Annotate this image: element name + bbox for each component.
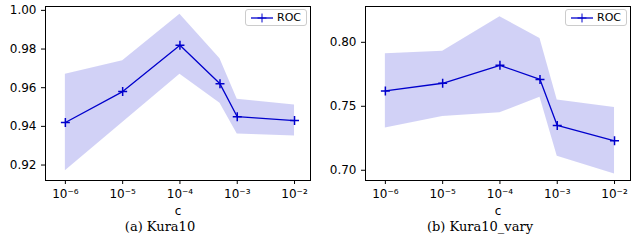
html-text:ROC: ROC — [597, 11, 621, 24]
html-text:(b) Kura10_vary: (b) Kura10_vary — [427, 219, 533, 234]
html-text:ROC: ROC — [277, 11, 301, 24]
svg-text:10⁻⁵: 10⁻⁵ — [109, 187, 136, 201]
svg-text:0.80: 0.80 — [330, 35, 357, 49]
svg-text:10⁻²: 10⁻² — [601, 187, 628, 201]
svg-text:c: c — [495, 204, 502, 218]
svg-text:10⁻²: 10⁻² — [281, 187, 308, 201]
html-text:(a) Kura10: (a) Kura10 — [124, 219, 196, 234]
svg-text:0.96: 0.96 — [10, 81, 37, 95]
svg-text:0.94: 0.94 — [10, 119, 37, 133]
svg-text:0.92: 0.92 — [10, 158, 37, 172]
svg-text:0.98: 0.98 — [10, 42, 37, 56]
svg-text:10⁻⁵: 10⁻⁵ — [429, 187, 456, 201]
svg-text:c: c — [175, 204, 182, 218]
svg-text:10⁻⁶: 10⁻⁶ — [372, 187, 399, 201]
svg-text:10⁻³: 10⁻³ — [224, 187, 251, 201]
svg-text:10⁻⁴: 10⁻⁴ — [487, 187, 514, 201]
svg-text:0.70: 0.70 — [330, 163, 357, 177]
svg-text:10⁻³: 10⁻³ — [544, 187, 571, 201]
svg-text:1.00: 1.00 — [10, 3, 37, 17]
svg-text:0.75: 0.75 — [330, 99, 357, 113]
svg-text:10⁻⁶: 10⁻⁶ — [52, 187, 79, 201]
svg-text:10⁻⁴: 10⁻⁴ — [167, 187, 194, 201]
